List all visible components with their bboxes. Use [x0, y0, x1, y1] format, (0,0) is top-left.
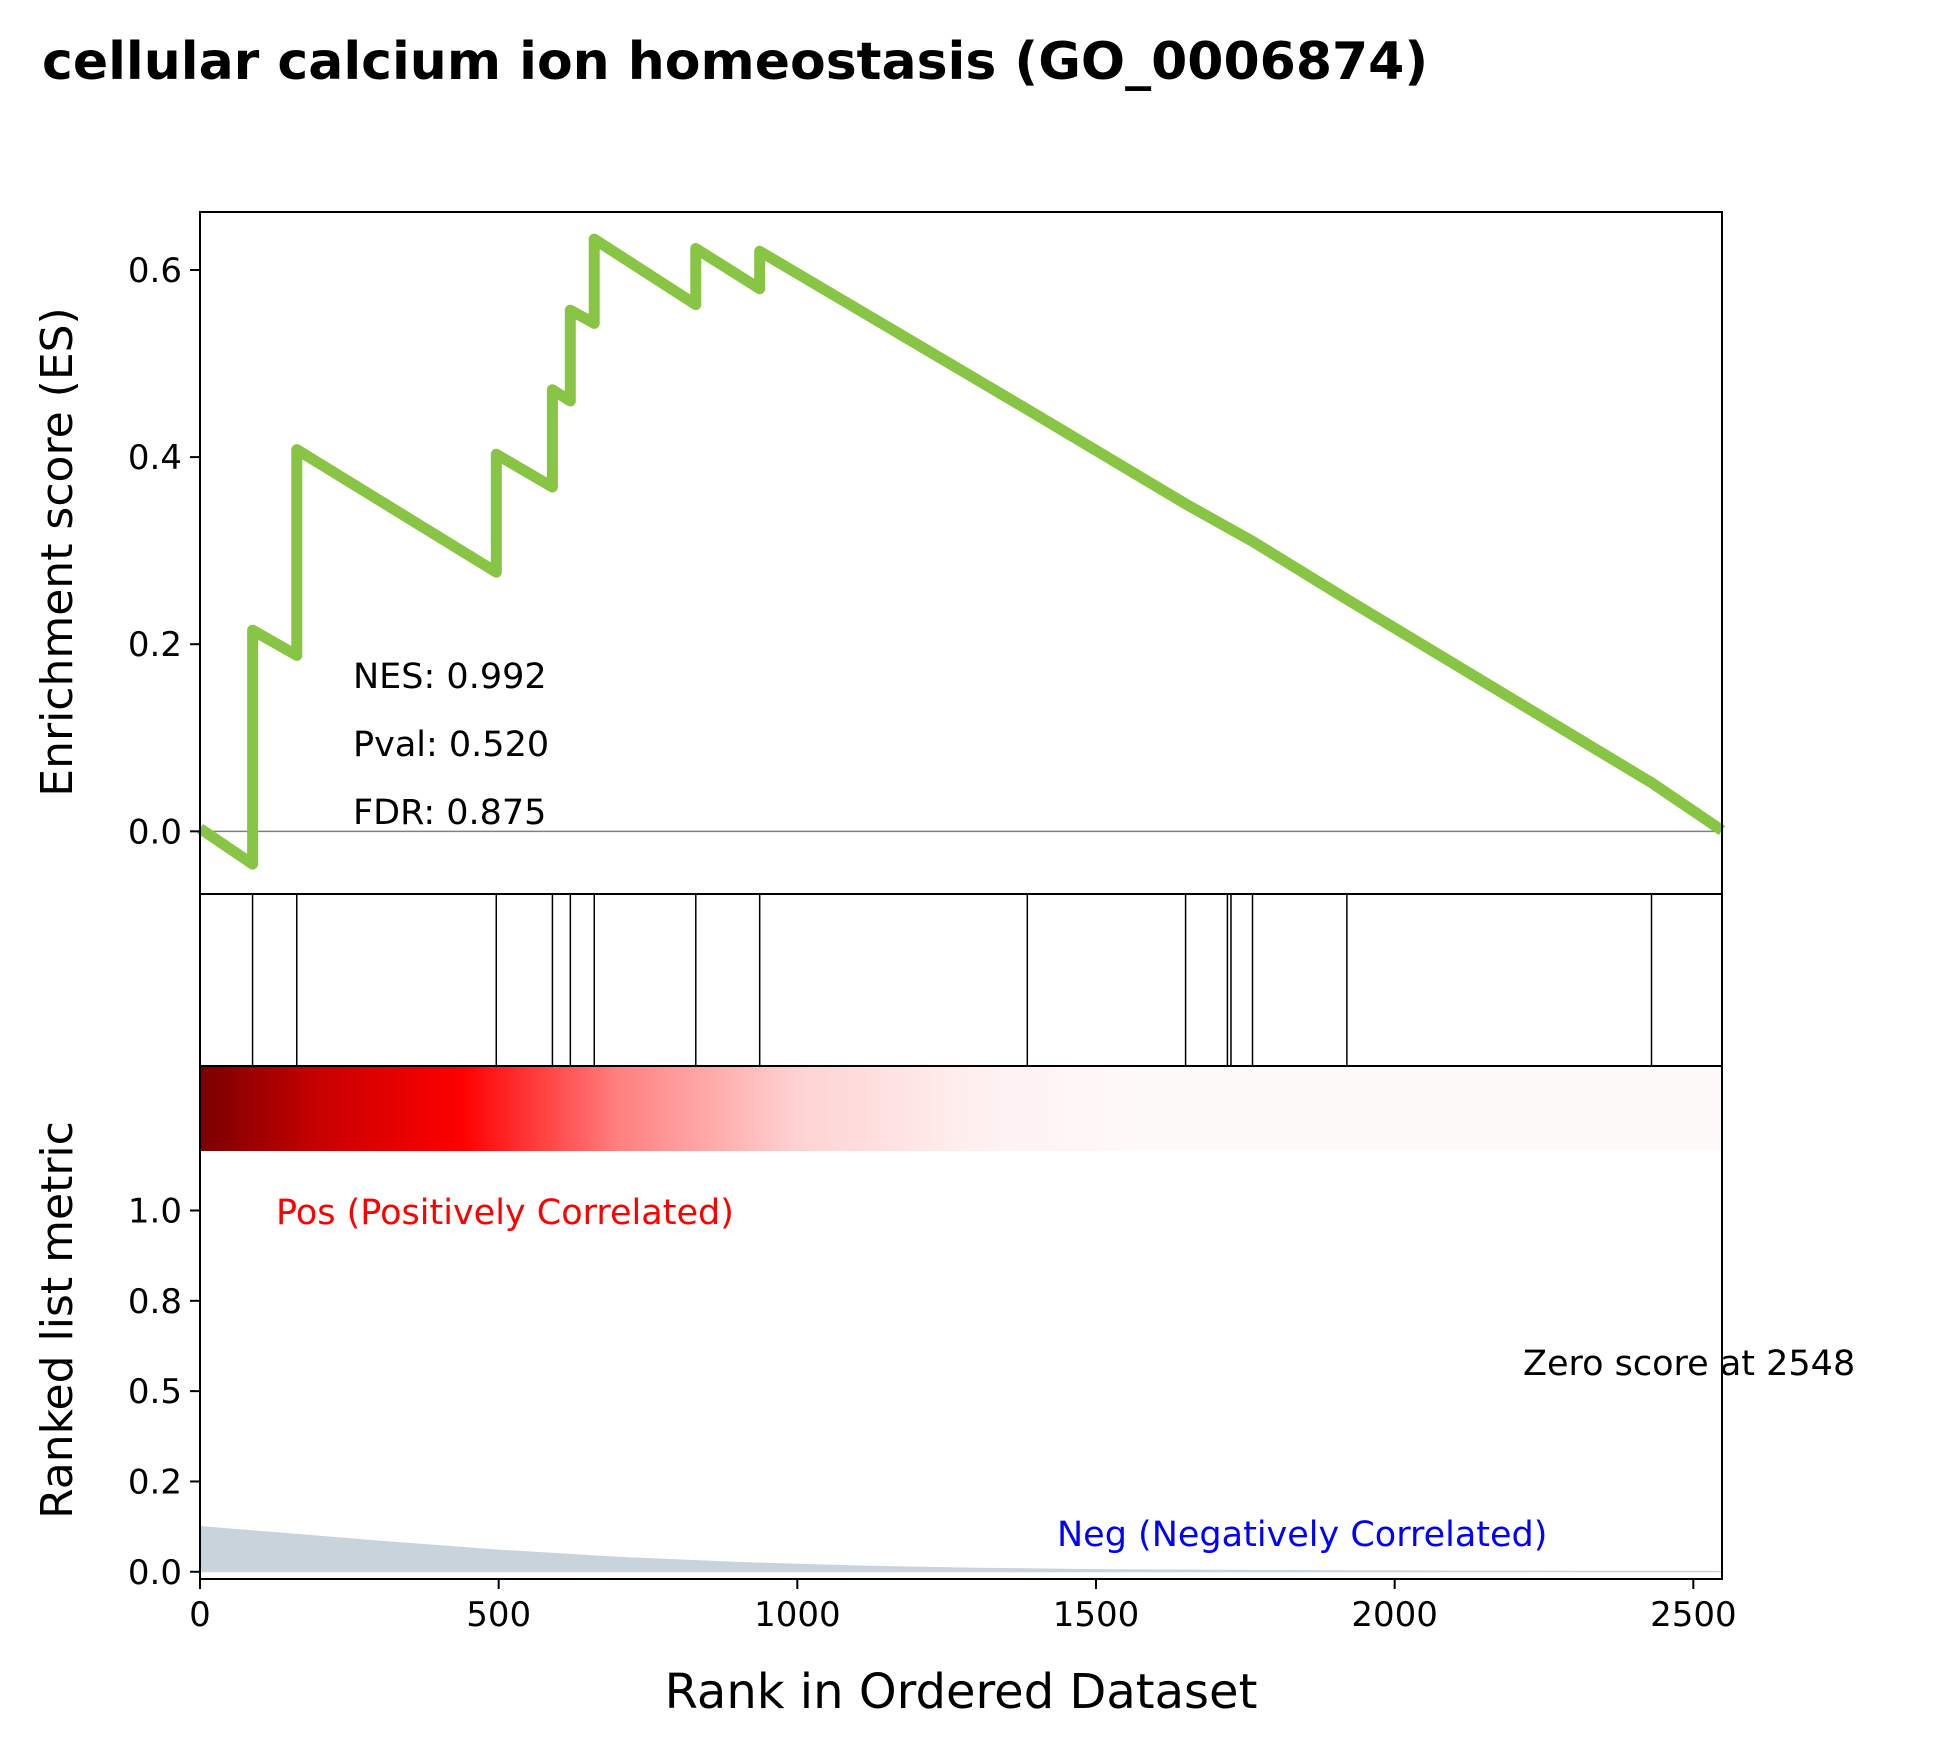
x-tick-label: 1000: [754, 1595, 841, 1635]
neg-label: Neg (Negatively Correlated): [1057, 1515, 1547, 1555]
x-axis-label: Rank in Ordered Dataset: [665, 1664, 1258, 1720]
es-y-tick-label: 0.0: [128, 812, 182, 852]
es-y-tick-label: 0.4: [128, 438, 182, 478]
nes-annotation: NES: 0.992: [353, 657, 547, 697]
es-panel-frame: [199, 211, 1723, 895]
metric-y-tick-label: 0.8: [128, 1282, 182, 1322]
es-line: [196, 233, 1726, 870]
metric-y-ticks: 0.0 0.2 0.5 0.8 1.0: [128, 1192, 200, 1593]
x-tick-label: 2000: [1351, 1595, 1438, 1635]
es-panel: 0.0 0.2 0.4 0.6 Enrichment score (ES) NES: …: [32, 211, 1726, 895]
pval-annotation: Pval: 0.520: [353, 725, 549, 765]
metric-y-tick-label: 0.5: [128, 1372, 182, 1412]
es-y-label: Enrichment score (ES): [32, 307, 83, 796]
metric-panel-frame: [199, 1065, 1723, 1580]
metric-y-label: Ranked list metric: [32, 1121, 83, 1519]
hits-panel-frame: [199, 893, 1723, 1067]
metric-y-tick-label: 0.2: [128, 1462, 182, 1502]
es-y-tick-label: 0.6: [128, 251, 182, 291]
x-tick-label: 1500: [1053, 1595, 1140, 1635]
rank-heatmap: [200, 1066, 1722, 1151]
es-y-tick-label: 0.2: [128, 625, 182, 665]
x-tick-label: 2500: [1650, 1595, 1737, 1635]
metric-area: [199, 1526, 1723, 1573]
x-ticks: 0 500 1000 1500 2000 2500: [189, 1579, 1737, 1635]
es-y-ticks: 0.0 0.2 0.4 0.6: [128, 251, 200, 852]
fdr-annotation: FDR: 0.875: [353, 793, 546, 833]
pos-label: Pos (Positively Correlated): [276, 1193, 734, 1233]
chart-title: cellular calcium ion homeostasis (GO_000…: [42, 32, 1428, 92]
x-tick-label: 0: [189, 1595, 211, 1635]
metric-panel: 0.0 0.2 0.5 0.8 1.0 0 500 1000 1500 2000 2500 Ran…: [32, 1065, 1855, 1720]
hits-panel: [199, 893, 1723, 1067]
hit-lines: [251, 894, 1653, 1066]
metric-y-tick-label: 0.0: [128, 1553, 182, 1593]
metric-y-tick-label: 1.0: [128, 1192, 182, 1232]
x-tick-label: 500: [466, 1595, 531, 1635]
zero-score-label: Zero score at 2548: [1523, 1344, 1855, 1384]
